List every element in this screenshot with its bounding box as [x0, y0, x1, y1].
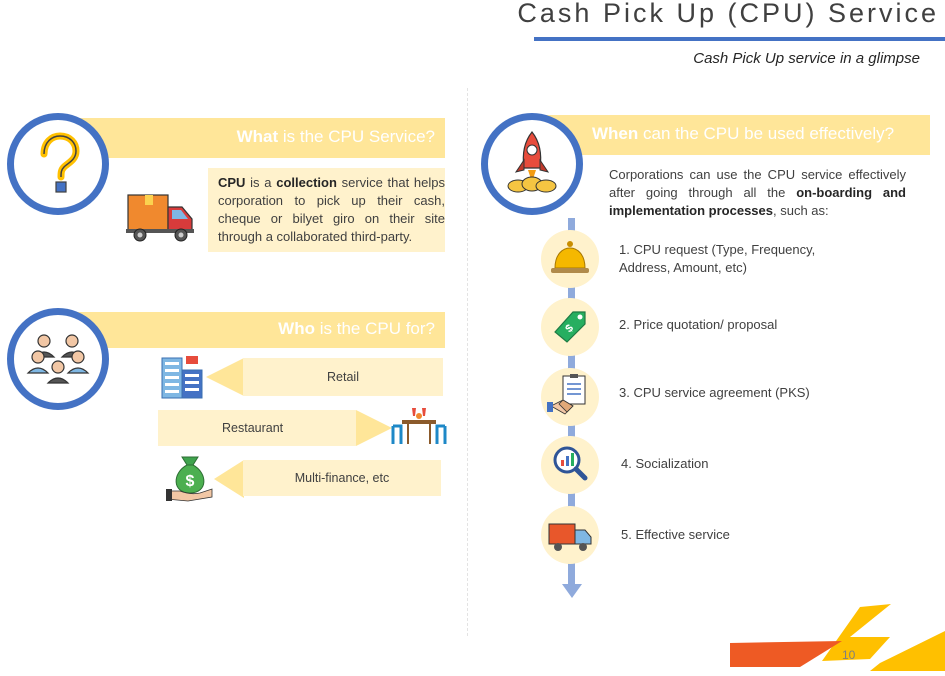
cpu-term: CPU: [218, 175, 246, 190]
service-bell-icon: [551, 241, 589, 273]
step-3-label: 3. CPU service agreement (PKS): [619, 385, 810, 400]
delivery-truck-icon: [126, 194, 194, 242]
who-section-band: [60, 312, 445, 348]
step-2-label: 2. Price quotation/ proposal: [619, 317, 778, 332]
restaurant-pointer: [356, 410, 392, 446]
segment-restaurant-label: Restaurant: [222, 421, 284, 435]
when-title-bold: When: [592, 124, 639, 143]
when-intro-part-3: , such as:: [773, 203, 829, 218]
step-1-node: [541, 230, 599, 288]
rocket-icon: [507, 131, 557, 193]
when-intro-part-1: Corporations can use the CPU service eff…: [609, 167, 906, 200]
what-title-rest: is the CPU Service?: [278, 127, 435, 146]
step-4-label: 4. Socialization: [621, 456, 709, 471]
step-3-node: [541, 368, 599, 426]
segment-restaurant: Restaurant: [158, 410, 356, 446]
footer-decoration: [730, 604, 945, 671]
when-title-rest: can the CPU be used effectively?: [638, 124, 895, 143]
collection-term: collection: [276, 175, 337, 190]
page-title: Cash Pick Up (CPU) Service: [517, 0, 939, 28]
timeline-arrow-icon: [562, 584, 582, 598]
what-body-part-4: service that helps corporation to pick u…: [218, 175, 445, 244]
what-description-card: CPU is a collection service that helps c…: [208, 168, 445, 252]
people-group-icon: [26, 334, 90, 384]
page-subtitle: Cash Pick Up service in a glimpse: [693, 50, 920, 67]
when-intro: Corporations can use the CPU service eff…: [609, 166, 906, 220]
when-section-title: When can the CPU be used effectively?: [592, 124, 925, 144]
onboarding-term: on-boarding and implementation processes: [609, 185, 906, 218]
retail-pointer: [206, 358, 244, 396]
price-tag-icon: $: [554, 311, 586, 343]
when-icon-ring: [481, 113, 583, 215]
step-4-node: [541, 436, 599, 494]
segment-retail-label: Retail: [327, 370, 359, 384]
agreement-handshake-icon: [547, 374, 586, 415]
who-section-title: Who is the CPU for?: [160, 319, 435, 339]
question-mark-icon: [40, 132, 80, 193]
dining-table-icon: [391, 408, 447, 444]
delivery-truck-icon: [548, 523, 592, 551]
when-section-band: [530, 115, 930, 155]
step-1-label: 1. CPU request (Type, Frequency, Address…: [619, 242, 816, 275]
building-icon: [161, 356, 203, 399]
money-bag-icon: $: [166, 456, 213, 502]
magnifier-chart-icon: [553, 446, 588, 481]
who-title-bold: Who: [278, 319, 315, 338]
svg-text:$: $: [186, 473, 195, 490]
title-underline: [534, 37, 945, 41]
step-2-node: $: [541, 298, 599, 356]
page-number: 10: [842, 648, 856, 662]
segment-multifinance-label: Multi-finance, etc: [294, 471, 390, 485]
step-5-node: [541, 506, 599, 564]
multifinance-pointer: [214, 460, 244, 498]
what-title-bold: What: [236, 127, 279, 146]
step-5-label: 5. Effective service: [621, 527, 730, 542]
what-section-title: What is the CPU Service?: [160, 127, 435, 147]
what-section-band: [60, 118, 445, 158]
who-icon-ring: [7, 308, 109, 410]
what-icon-ring: [7, 113, 109, 215]
segment-multifinance: Multi-finance, etc: [243, 460, 441, 496]
who-title-rest: is the CPU for?: [315, 319, 435, 338]
segment-retail: Retail: [243, 358, 443, 396]
column-divider: [467, 88, 468, 636]
what-body-part-2: is a: [245, 175, 277, 190]
